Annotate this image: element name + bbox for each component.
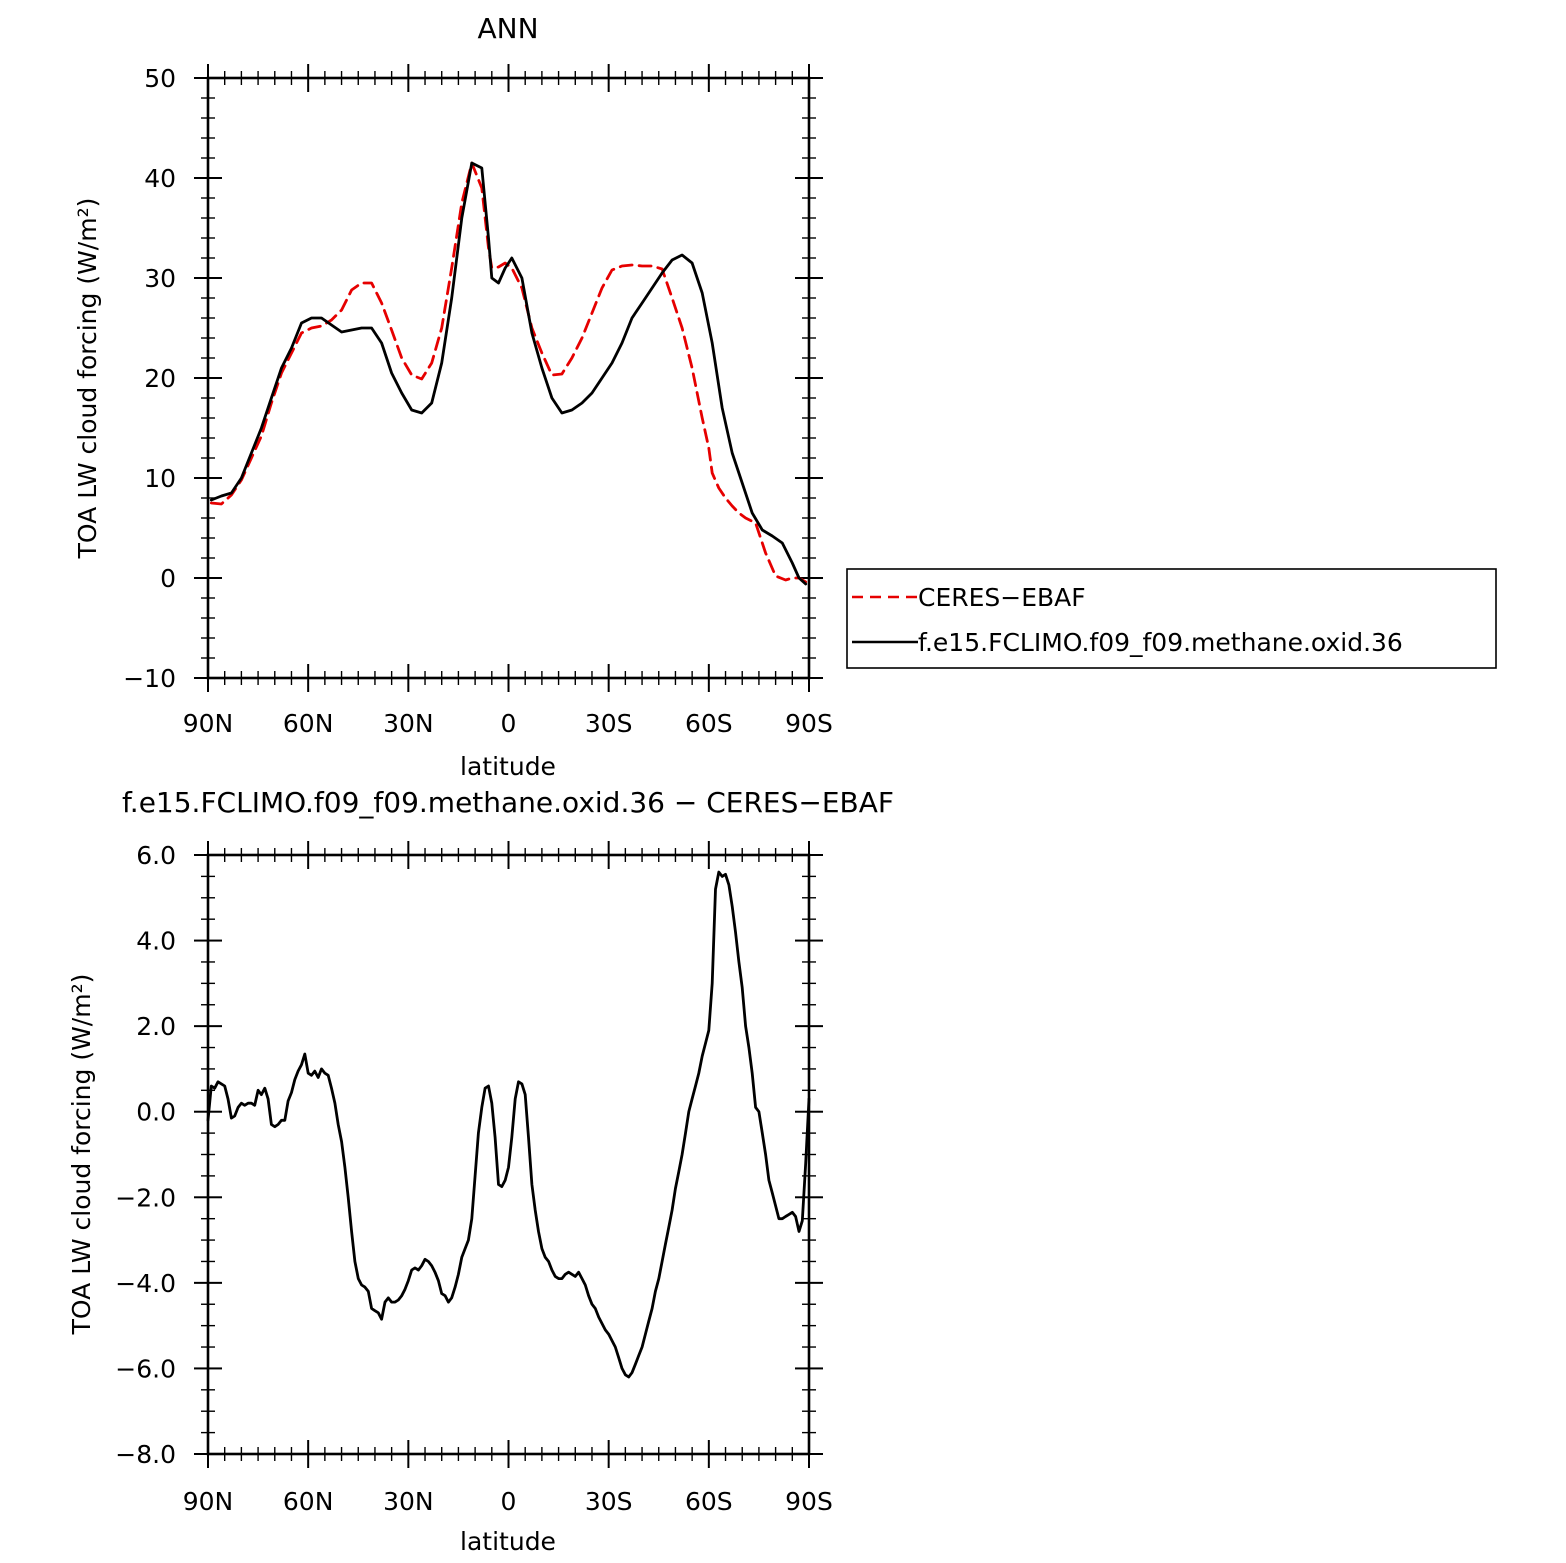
bottom-tick-labels: 90N 60N 30N 0 30S 60S 90S −8.0 −6.0 −4.0 −2.0 0.0 2.… xyxy=(115,841,833,1516)
top-series-line-1 xyxy=(209,161,808,584)
bottom-x-tick-label: 0 xyxy=(501,1487,517,1516)
bottom-x-tick-label: 30N xyxy=(383,1487,434,1516)
bottom-x-tick-label: 90S xyxy=(785,1487,833,1516)
bottom-y-tick-label: 0.0 xyxy=(136,1098,176,1127)
bottom-y-axis-label: TOA LW cloud forcing (W/m²) xyxy=(67,974,96,1336)
top-y-tick-label: 20 xyxy=(144,364,176,393)
bottom-y-tick-label: −2.0 xyxy=(115,1183,176,1212)
top-y-tick-label: 0 xyxy=(160,564,176,593)
top-chart-title: ANN xyxy=(477,12,538,45)
top-series-layer xyxy=(209,161,808,586)
bottom-y-tick-label: 2.0 xyxy=(136,1012,176,1041)
bottom-series-line-1 xyxy=(206,870,811,1379)
top-x-tick-label: 0 xyxy=(501,709,517,738)
bottom-y-tick-label: −4.0 xyxy=(115,1269,176,1298)
top-panel: ANN 90N 60N 30N 0 30S 60S 90S −10 0 10 20 30 40 50 la… xyxy=(73,12,833,781)
legend: CERES−EBAF f.e15.FCLIMO.f09_f09.methane.… xyxy=(846,568,1497,669)
top-x-tick-label: 90N xyxy=(183,709,234,738)
top-y-tick-label: 30 xyxy=(144,264,176,293)
top-y-tick-label: 40 xyxy=(144,164,176,193)
top-y-tick-label: 50 xyxy=(144,64,176,93)
top-axis-ticks xyxy=(194,64,823,692)
top-y-tick-label: −10 xyxy=(123,664,176,693)
top-x-tick-label: 90S xyxy=(785,709,833,738)
top-y-tick-label: 10 xyxy=(144,464,176,493)
bottom-y-tick-label: −8.0 xyxy=(115,1440,176,1469)
bottom-x-axis-label: latitude xyxy=(460,1527,556,1556)
bottom-y-tick-label: −6.0 xyxy=(115,1354,176,1383)
top-x-tick-label: 60S xyxy=(685,709,733,738)
top-series-line-2 xyxy=(209,161,808,586)
bottom-x-tick-label: 60S xyxy=(685,1487,733,1516)
bottom-chart-title: f.e15.FCLIMO.f09_f09.methane.oxid.36 − C… xyxy=(122,786,894,819)
legend-label-model: f.e15.FCLIMO.f09_f09.methane.oxid.36 xyxy=(918,628,1403,657)
top-x-axis-label: latitude xyxy=(460,752,556,781)
top-x-tick-label: 30N xyxy=(383,709,434,738)
bottom-panel: f.e15.FCLIMO.f09_f09.methane.oxid.36 − C… xyxy=(67,786,894,1556)
bottom-y-tick-label: 4.0 xyxy=(136,927,176,956)
bottom-y-tick-label: 6.0 xyxy=(136,841,176,870)
top-x-tick-label: 30S xyxy=(585,709,633,738)
top-x-tick-label: 60N xyxy=(283,709,334,738)
bottom-axis-ticks xyxy=(194,841,823,1468)
bottom-series-layer xyxy=(206,870,811,1379)
bottom-x-tick-label: 30S xyxy=(585,1487,633,1516)
top-y-axis-label: TOA LW cloud forcing (W/m²) xyxy=(73,198,102,560)
top-tick-labels: 90N 60N 30N 0 30S 60S 90S −10 0 10 20 30 40 50 xyxy=(123,64,833,738)
bottom-x-tick-label: 60N xyxy=(283,1487,334,1516)
legend-label-ceres: CERES−EBAF xyxy=(918,583,1086,612)
bottom-plot-frame xyxy=(206,853,811,1456)
bottom-x-tick-label: 90N xyxy=(183,1487,234,1516)
top-plot-frame xyxy=(206,76,811,680)
legend-box xyxy=(846,568,1497,669)
